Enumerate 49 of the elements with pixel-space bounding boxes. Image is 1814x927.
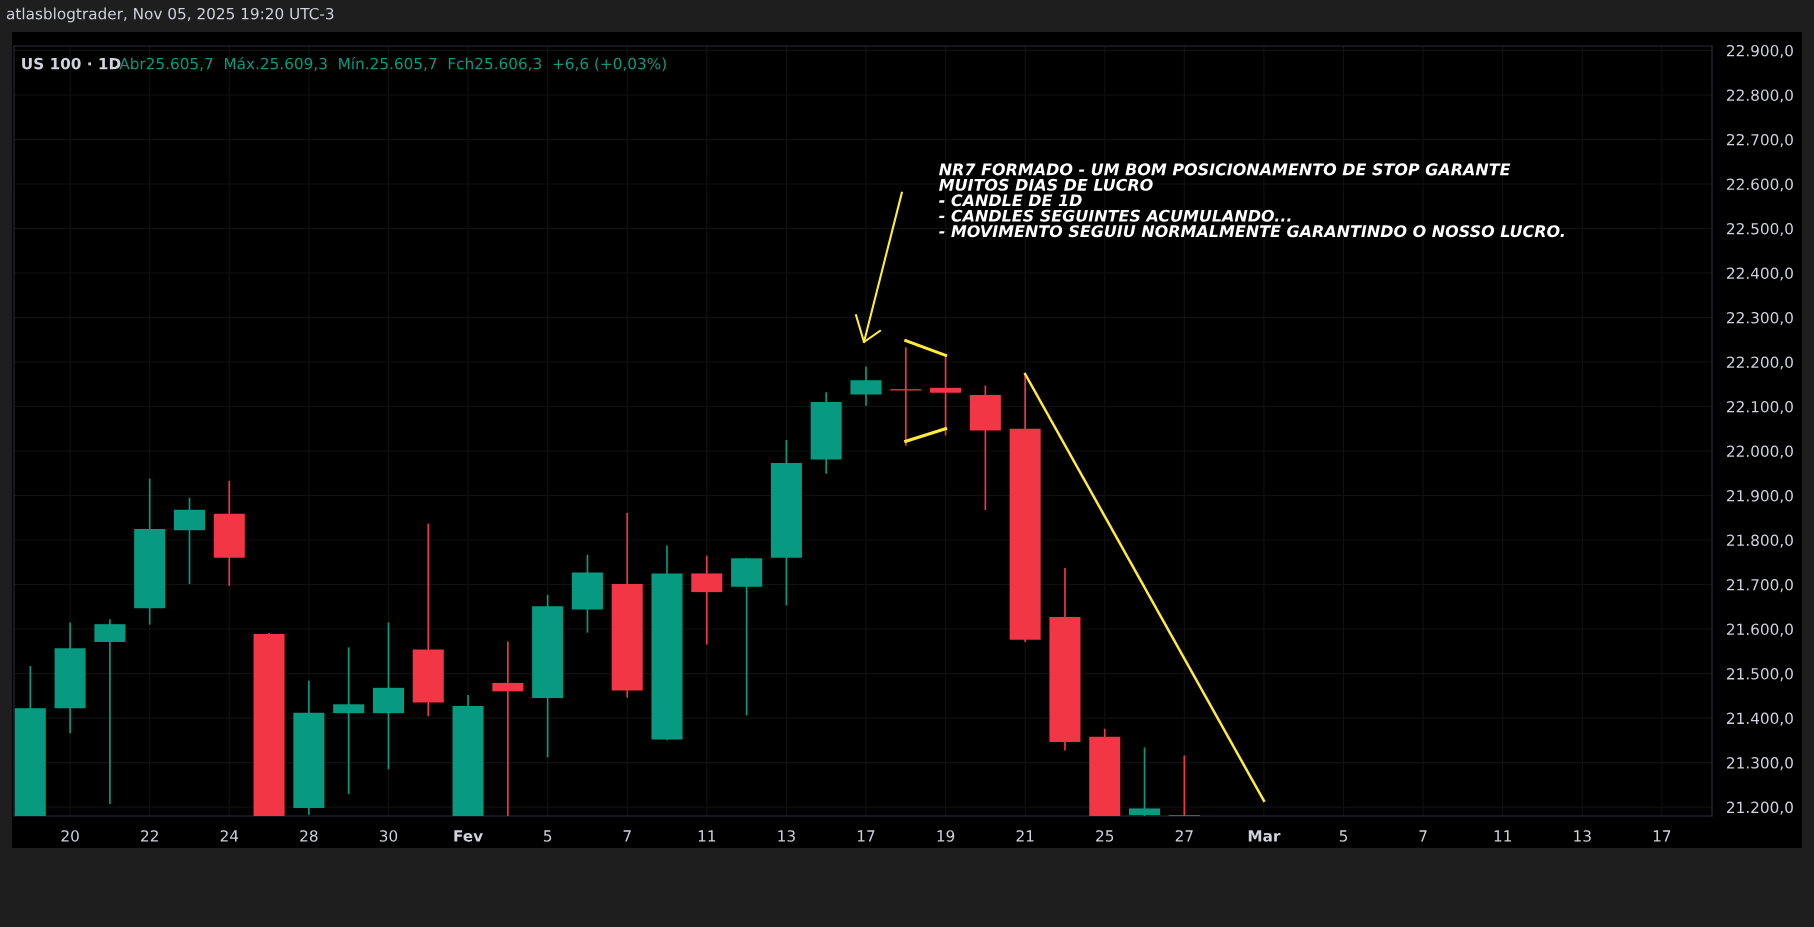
candlestick — [333, 646, 365, 796]
y-tick-label: 22.500,0 — [1727, 222, 1793, 237]
y-tick-label: 22.000,0 — [1727, 445, 1793, 459]
x-tick-label: 21 — [1016, 830, 1034, 842]
x-tick-label: 19 — [937, 830, 955, 842]
y-tick-label: 21.500,0 — [1727, 668, 1793, 682]
x-tick-label: 11 — [1494, 830, 1511, 842]
candlestick — [930, 354, 962, 437]
x-tick-label: Fev — [454, 830, 483, 842]
y-tick-label: 22.900,0 — [1727, 44, 1793, 59]
x-tick-label: 22 — [141, 830, 158, 842]
x-tick-label: 13 — [778, 830, 795, 842]
y-tick-label: 21.600,0 — [1727, 623, 1793, 637]
x-tick-label: 30 — [379, 830, 398, 842]
y-tick-label: 22.200,0 — [1727, 356, 1793, 370]
x-tick-label: 17 — [857, 830, 875, 842]
text: Abr25.605,7 Máx.25.609,3 Mín.25.605,7 Fch25.606,3 +6,6 (+0,03%) — [119, 56, 666, 72]
y-tick-label: 22.700,0 — [1727, 133, 1793, 148]
y-tick-label: 21.200,0 — [1727, 801, 1793, 815]
text: atlasblogtrader, Nov 05, 2025 19:20 UTC-3 — [6, 7, 334, 23]
x-tick-label: 5 — [543, 830, 552, 842]
x-tick-label: 28 — [300, 830, 318, 842]
x-tick-label: 5 — [1339, 830, 1348, 842]
x-tick-label: 24 — [220, 830, 239, 842]
x-tick-label: 7 — [1419, 830, 1427, 842]
text: US 100 · 1D — [22, 57, 121, 70]
candlestick — [94, 618, 126, 805]
y-tick-label: 22.800,0 — [1727, 89, 1793, 103]
x-tick-label: 7 — [623, 830, 631, 842]
candlestick — [492, 640, 524, 816]
y-tick-label: 21.900,0 — [1727, 490, 1793, 504]
y-tick-label: 22.100,0 — [1727, 400, 1793, 415]
y-tick-label: 21.800,0 — [1727, 534, 1793, 548]
x-tick-label: 25 — [1096, 830, 1114, 842]
candlestick — [1167, 754, 1201, 816]
y-tick-label: 21.400,0 — [1727, 712, 1793, 726]
y-tick-label: 22.600,0 — [1727, 178, 1793, 192]
candlestick — [1129, 746, 1161, 816]
x-tick-label: Mar — [1248, 830, 1281, 842]
y-tick-label: 22.300,0 — [1727, 311, 1793, 326]
annotation: NR7 FORMADO - UM BOM POSICIONAMENTO DE STOP GARANTE MUITOS DIAS DE LUCRO - CANDLE DE 1D - CANDLES SEGUINTES ACUMULANDO... - MOVIMENTO SEGUIU NORMALMENTE GARANTINDO O NOSSO LUCRO. — [939, 163, 1564, 238]
x-tick-label: 11 — [698, 830, 716, 842]
x-tick-label: 27 — [1175, 830, 1193, 842]
y-tick-label: 22.400,0 — [1727, 267, 1793, 281]
y-tick-label: 21.300,0 — [1727, 757, 1793, 771]
y-tick-label: 21.700,0 — [1727, 579, 1793, 593]
x-tick-label: 17 — [1653, 830, 1671, 842]
x-tick-label: 20 — [61, 830, 79, 842]
x-tick-label: 13 — [1574, 830, 1591, 842]
